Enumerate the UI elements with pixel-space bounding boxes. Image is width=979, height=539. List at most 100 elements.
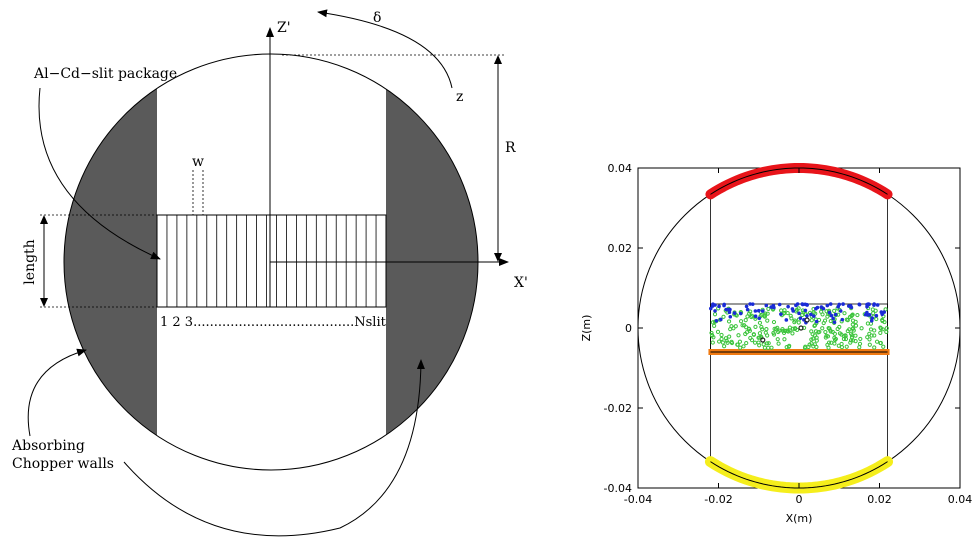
green-point xyxy=(766,306,771,312)
green-point xyxy=(825,342,830,347)
blue-point xyxy=(794,303,798,308)
green-point xyxy=(882,319,887,325)
green-point xyxy=(786,329,791,334)
blue-point xyxy=(803,302,807,307)
blue-point xyxy=(840,317,845,322)
blue-point xyxy=(727,310,732,315)
blue-point xyxy=(863,312,868,317)
blue-point xyxy=(841,302,845,306)
blue-point xyxy=(769,305,773,309)
green-point xyxy=(867,331,872,336)
green-point xyxy=(765,318,770,323)
r-label: R xyxy=(505,140,516,156)
green-point xyxy=(872,328,877,333)
blue-point xyxy=(829,313,834,318)
blue-point xyxy=(784,318,789,322)
green-point xyxy=(812,323,818,328)
green-point xyxy=(779,308,784,313)
blue-point xyxy=(874,313,879,318)
blue-point xyxy=(797,311,801,316)
y-tick-label: -0.02 xyxy=(604,402,632,415)
green-point xyxy=(773,327,779,332)
blue-point xyxy=(719,317,723,322)
green-point xyxy=(832,341,837,346)
green-point xyxy=(749,338,755,343)
dark-point xyxy=(760,337,766,343)
y-ticks: 0.04 0.02 0 -0.02 -0.04 xyxy=(604,162,960,495)
blue-point xyxy=(805,314,809,318)
blue-point xyxy=(838,309,843,313)
green-point xyxy=(720,340,726,345)
green-point xyxy=(744,340,749,346)
green-point xyxy=(771,332,777,337)
green-point xyxy=(777,328,782,333)
blue-point xyxy=(814,319,819,324)
position-scatter-chart: -0.04 -0.02 0 0.02 0.04 0.04 0.02 0 -0.02-0.04 … xyxy=(580,162,972,525)
green-point xyxy=(835,326,840,332)
y-tick-label: 0 xyxy=(625,322,632,335)
green-point xyxy=(843,334,848,339)
green-point xyxy=(853,319,858,324)
blue-point xyxy=(732,311,737,315)
r-arrow-up xyxy=(494,55,502,64)
green-point xyxy=(792,320,797,325)
green-point xyxy=(806,344,811,350)
green-point xyxy=(780,326,785,332)
blue-point xyxy=(832,320,837,325)
green-point xyxy=(851,328,856,333)
blue-point xyxy=(867,302,871,307)
green-point xyxy=(848,331,854,336)
green-point xyxy=(823,335,828,340)
dark-point xyxy=(798,325,804,331)
green-point xyxy=(712,312,718,317)
x-tick-label: 0.04 xyxy=(948,493,973,506)
green-point xyxy=(725,340,730,345)
chopper-wall-right xyxy=(386,54,478,470)
slit-lines xyxy=(166,215,377,307)
green-point xyxy=(884,329,889,334)
x-tick-label: 0.02 xyxy=(867,493,892,506)
green-point xyxy=(751,332,756,337)
green-point xyxy=(761,342,766,347)
green-point xyxy=(857,345,862,350)
green-point xyxy=(868,327,874,332)
blue-point xyxy=(831,316,835,321)
green-point xyxy=(743,318,748,323)
green-point xyxy=(726,319,732,324)
x-tick-label: -0.02 xyxy=(704,493,732,506)
green-point xyxy=(844,344,849,349)
green-point xyxy=(867,342,872,347)
green-point xyxy=(776,341,781,346)
green-point xyxy=(845,328,850,334)
green-point xyxy=(791,326,796,331)
green-point xyxy=(766,341,771,346)
blue-point xyxy=(814,306,818,311)
green-point xyxy=(788,313,793,318)
green-point xyxy=(884,326,889,331)
green-point xyxy=(811,310,816,315)
blue-point xyxy=(772,305,776,310)
green-point xyxy=(881,344,886,349)
blue-point xyxy=(828,302,833,306)
blue-point xyxy=(798,316,803,320)
length-label: length xyxy=(22,239,38,284)
green-point xyxy=(710,333,715,338)
blue-point xyxy=(821,306,826,311)
green-point xyxy=(842,311,847,316)
green-point xyxy=(833,336,838,342)
slit-package-arrow xyxy=(38,87,161,260)
green-point xyxy=(809,337,814,342)
green-point xyxy=(762,345,767,350)
green-point xyxy=(850,338,856,343)
green-point xyxy=(853,333,858,338)
green-point xyxy=(735,342,740,347)
green-point xyxy=(747,311,752,316)
x-tick-label: 0 xyxy=(796,493,803,506)
green-point xyxy=(850,312,855,317)
green-point xyxy=(722,344,727,349)
green-point xyxy=(771,319,777,325)
x-prime-label: X' xyxy=(514,275,528,291)
green-point xyxy=(845,318,850,323)
green-point xyxy=(765,333,770,338)
green-point xyxy=(878,325,883,330)
